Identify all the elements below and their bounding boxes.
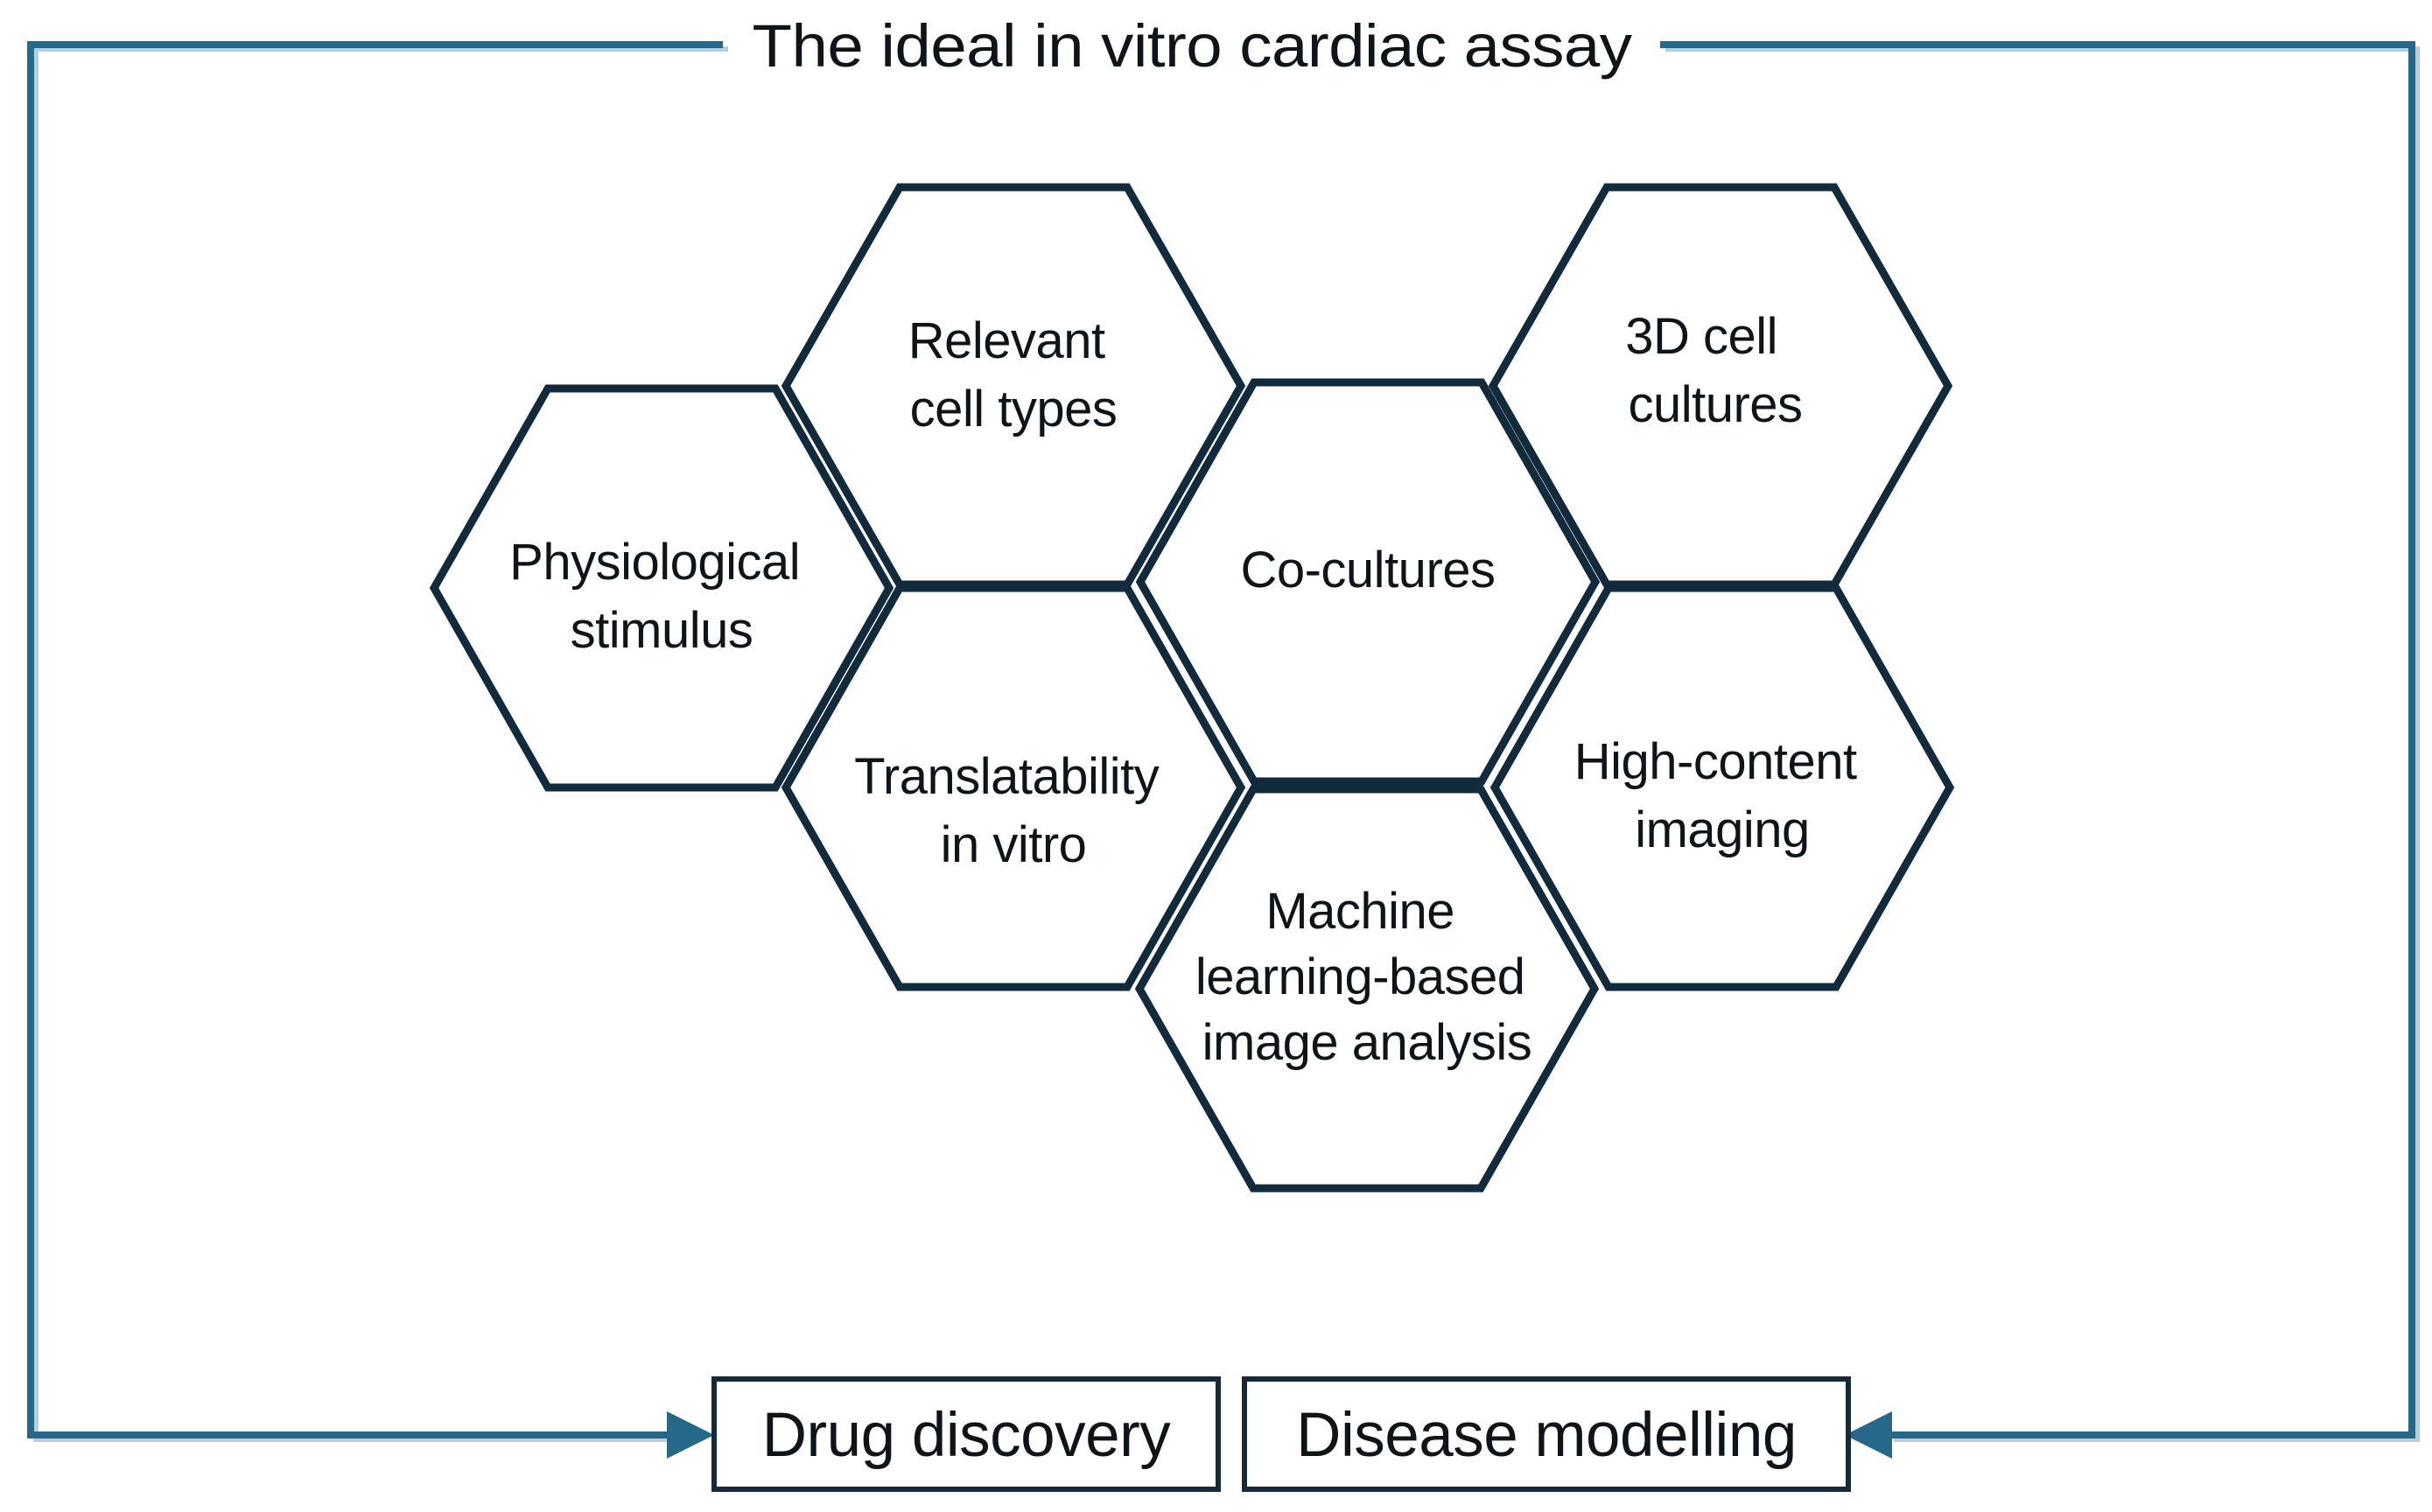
hexagon-physiological-stimulus: Physiological stimulus: [429, 384, 894, 792]
hexagon-high-content-imaging: High-content imaging: [1489, 584, 1955, 991]
hexagon-label: Co-cultures: [1240, 542, 1495, 598]
hexagon-translatability-in-vitro: Translatability in vitro: [781, 584, 1246, 991]
arrow-right-icon: [667, 1411, 714, 1459]
outcome-disease-modelling: Disease modelling: [1242, 1376, 1851, 1492]
hexagon-label-line: High-content: [1574, 733, 1857, 790]
hexagon-label-line: learning-based: [1195, 948, 1525, 1005]
outcome-drug-discovery: Drug discovery: [711, 1376, 1221, 1492]
hexagon-label-line: stimulus: [571, 602, 753, 659]
outcome-box-shape: [711, 1376, 1221, 1492]
outcome-label: Disease modelling: [1296, 1401, 1797, 1470]
arrow-left-icon: [1845, 1411, 1892, 1459]
hexagon-label-line: image analysis: [1202, 1014, 1532, 1071]
hexagon-label-line: Machine: [1265, 883, 1454, 940]
hexagon-label-line: Physiological: [509, 534, 800, 591]
hexagon-machine-learning-image-analysis: Machine learning-based image analysis: [1134, 785, 1600, 1193]
frame-right: [1660, 41, 2415, 1438]
hexagon-shape: [1135, 378, 1601, 786]
hexagon-label: Relevant cell types: [908, 312, 1119, 438]
frame: [27, 41, 2420, 1459]
hexagon-3d-cell-cultures: 3D cell cultures: [1488, 183, 1953, 589]
hexagon-label-line: cell types: [910, 381, 1118, 438]
hexagon-label-line: Co-cultures: [1240, 542, 1495, 598]
hexagon-label-line: 3D cell: [1625, 308, 1777, 365]
hexagon-label-line: in vitro: [941, 816, 1087, 873]
hexagon-label: Translatability in vitro: [854, 748, 1173, 873]
hexagon-label: High-content imaging: [1574, 733, 1870, 858]
frame-left-shadow: [33, 46, 728, 1442]
hexagon-label: Machine learning-based image analysis: [1195, 883, 1538, 1071]
frame-right-shadow: [1665, 46, 2420, 1442]
hexagon-co-cultures: Co-cultures: [1135, 378, 1601, 786]
outcome-box-shape: [1242, 1376, 1851, 1492]
hexagon-label-line: Translatability: [854, 748, 1160, 805]
hexagon-label-line: Relevant: [908, 312, 1105, 369]
hexagon-shape: [1134, 785, 1600, 1193]
hexagon-shape: [1489, 584, 1955, 991]
hexagon-shape: [781, 584, 1246, 991]
hexagon-label: Physiological stimulus: [509, 534, 814, 659]
hexagon-relevant-cell-types: Relevant cell types: [781, 183, 1246, 589]
hexagon-shape: [429, 384, 894, 792]
frame-left: [27, 41, 723, 1438]
hexagon-label-line: imaging: [1635, 802, 1810, 858]
hexagon-label: 3D cell cultures: [1625, 308, 1802, 433]
outcome-label: Drug discovery: [762, 1401, 1171, 1470]
hexagon-label-line: cultures: [1628, 376, 1802, 433]
page-title: The ideal in vitro cardiac assay: [753, 12, 1633, 80]
